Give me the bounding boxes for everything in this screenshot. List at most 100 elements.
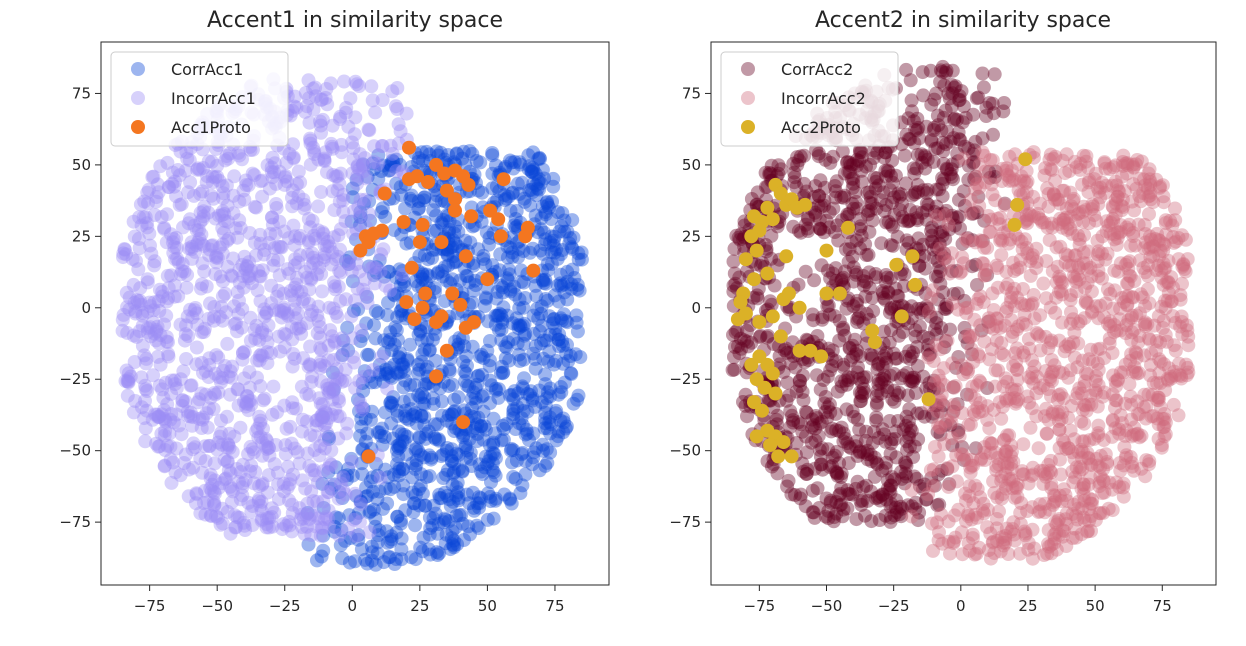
data-point bbox=[220, 233, 235, 248]
data-point bbox=[936, 285, 950, 300]
prototype-point bbox=[448, 203, 462, 218]
data-point bbox=[966, 496, 981, 511]
data-point bbox=[183, 212, 197, 227]
data-point bbox=[388, 320, 403, 335]
data-point bbox=[1141, 189, 1156, 204]
data-point bbox=[878, 292, 893, 307]
data-point bbox=[452, 331, 467, 345]
data-point bbox=[452, 508, 467, 523]
data-point bbox=[1175, 276, 1189, 291]
data-point bbox=[862, 185, 877, 200]
data-point bbox=[244, 458, 259, 473]
data-point bbox=[999, 444, 1014, 459]
data-point bbox=[471, 521, 486, 536]
data-point bbox=[196, 325, 211, 340]
y-tick-label: −50 bbox=[669, 442, 701, 460]
data-point bbox=[447, 405, 461, 420]
data-point bbox=[829, 423, 844, 438]
data-point bbox=[225, 269, 240, 284]
data-point bbox=[395, 308, 410, 323]
data-point bbox=[892, 507, 907, 522]
data-point bbox=[522, 159, 537, 174]
chart-title: Accent1 in similarity space bbox=[207, 8, 503, 33]
data-point bbox=[338, 214, 353, 229]
data-point bbox=[515, 396, 530, 411]
data-point bbox=[1075, 403, 1090, 417]
data-point bbox=[1105, 211, 1120, 226]
data-point bbox=[1157, 261, 1172, 276]
data-point bbox=[863, 195, 877, 210]
data-point bbox=[1125, 290, 1140, 305]
data-point bbox=[245, 166, 260, 181]
data-point bbox=[208, 366, 223, 381]
data-point bbox=[967, 172, 982, 187]
data-point bbox=[232, 510, 247, 525]
data-point bbox=[231, 398, 246, 413]
data-point bbox=[417, 190, 432, 205]
data-point bbox=[150, 319, 165, 334]
data-point bbox=[239, 396, 254, 410]
data-point bbox=[972, 157, 987, 172]
data-point bbox=[491, 308, 506, 323]
data-point bbox=[220, 409, 234, 424]
data-point bbox=[975, 66, 990, 81]
data-point bbox=[976, 295, 991, 310]
data-point bbox=[306, 140, 321, 155]
data-point bbox=[815, 310, 830, 325]
data-point bbox=[432, 487, 447, 502]
data-point bbox=[354, 411, 369, 426]
data-point bbox=[267, 241, 282, 255]
data-point bbox=[414, 408, 429, 423]
data-point bbox=[317, 512, 332, 527]
data-point bbox=[1038, 469, 1053, 484]
data-point bbox=[1062, 258, 1077, 273]
data-point bbox=[1067, 432, 1082, 447]
data-point bbox=[971, 292, 986, 306]
data-point bbox=[990, 261, 1005, 275]
data-point bbox=[924, 234, 939, 249]
data-point bbox=[920, 301, 935, 316]
data-point bbox=[861, 247, 876, 262]
data-point bbox=[532, 172, 547, 187]
data-point bbox=[420, 267, 435, 282]
data-point bbox=[332, 394, 347, 409]
data-point bbox=[211, 480, 226, 495]
data-point bbox=[1037, 215, 1052, 230]
data-point bbox=[523, 245, 537, 260]
data-point bbox=[559, 346, 574, 361]
data-point bbox=[815, 462, 830, 477]
data-point bbox=[904, 299, 919, 314]
data-point bbox=[565, 262, 580, 277]
data-point bbox=[1146, 195, 1161, 210]
data-point bbox=[417, 498, 432, 513]
data-point bbox=[836, 270, 851, 285]
data-point bbox=[836, 502, 851, 517]
data-point bbox=[812, 188, 827, 203]
data-point bbox=[354, 323, 369, 338]
data-point bbox=[516, 381, 531, 396]
data-point bbox=[985, 286, 1000, 301]
data-point bbox=[166, 232, 181, 246]
data-point bbox=[994, 411, 1009, 426]
data-point bbox=[769, 412, 784, 427]
data-point bbox=[877, 368, 892, 383]
data-point bbox=[1046, 188, 1061, 203]
data-point bbox=[1171, 231, 1186, 245]
data-point bbox=[1082, 513, 1097, 528]
data-point bbox=[282, 477, 297, 492]
data-point bbox=[245, 518, 260, 532]
data-point bbox=[455, 516, 470, 531]
data-point bbox=[902, 214, 917, 228]
data-point bbox=[301, 537, 316, 552]
data-point bbox=[540, 455, 555, 470]
data-point bbox=[980, 520, 995, 535]
data-point bbox=[946, 404, 961, 419]
data-point bbox=[868, 174, 883, 189]
data-point bbox=[1006, 454, 1021, 469]
data-point bbox=[327, 335, 342, 350]
data-point bbox=[554, 313, 569, 328]
data-point bbox=[1051, 192, 1066, 207]
data-point bbox=[383, 332, 397, 347]
data-point bbox=[478, 422, 493, 437]
data-point bbox=[173, 267, 188, 282]
